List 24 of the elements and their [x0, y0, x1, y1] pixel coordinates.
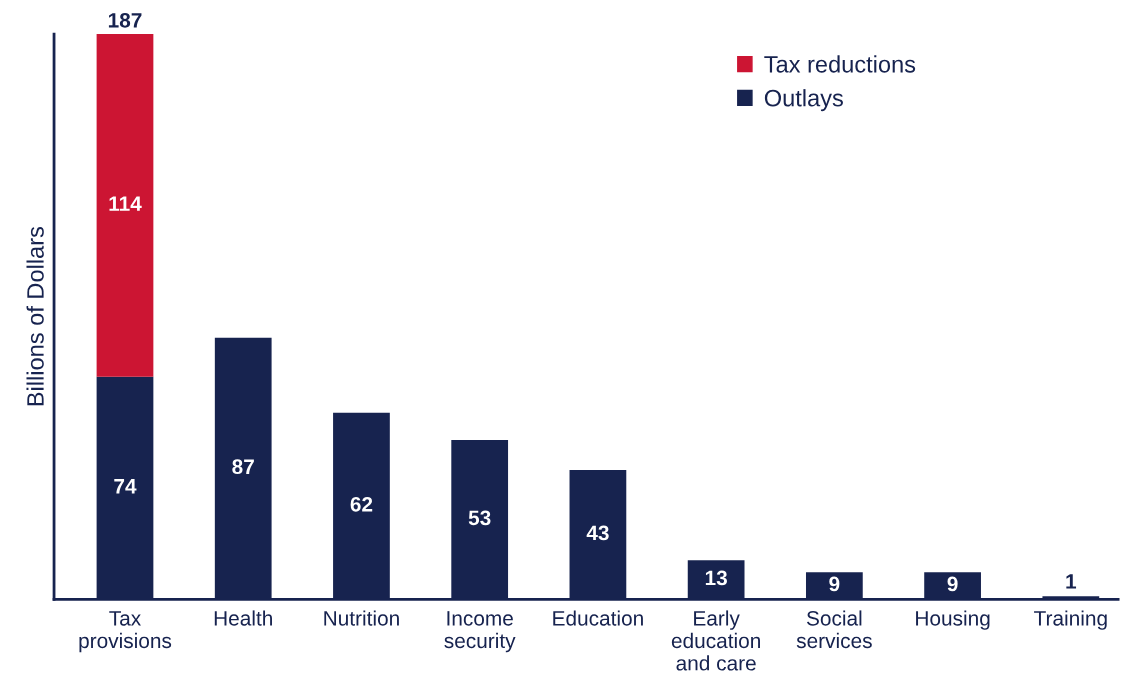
- x-tick-label: Social services: [796, 610, 872, 649]
- data-label: 114: [109, 196, 142, 211]
- x-tick-label: Nutrition: [324, 610, 399, 626]
- x-tick-label: Housing: [916, 610, 990, 630]
- x-tick-label: Early education and care: [671, 610, 760, 671]
- x-tick-label: Income security: [444, 611, 516, 653]
- data-label: 74: [114, 479, 137, 494]
- legend-label: Tax reductions: [764, 55, 916, 73]
- y-axis-title: Billions of Dollars: [26, 226, 44, 406]
- x-tick-label: Education: [553, 610, 643, 626]
- legend-label: Outlays: [764, 89, 843, 112]
- bar: [96, 34, 154, 377]
- data-label: 53: [468, 510, 491, 526]
- data-label: 62: [350, 496, 373, 512]
- data-label: 87: [232, 459, 254, 475]
- data-label: 9: [947, 576, 958, 592]
- data-label: 1: [1066, 574, 1077, 589]
- data-label: 13: [705, 570, 727, 586]
- x-tick-label: Tax provisions: [79, 611, 172, 653]
- data-label: 9: [829, 576, 840, 592]
- x-tick-label: Health: [214, 610, 272, 626]
- total-label: 187: [108, 12, 142, 28]
- x-tick-label: Training: [1034, 610, 1107, 630]
- data-label: 43: [586, 525, 609, 541]
